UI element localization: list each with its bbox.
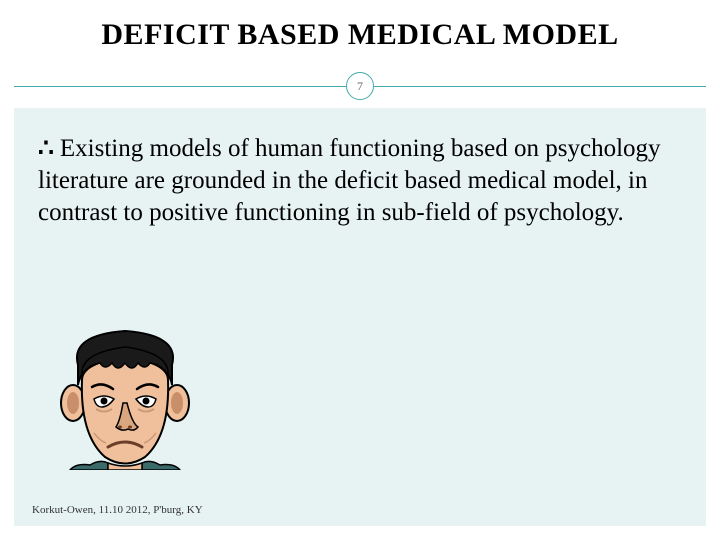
bullet-marker-icon: ∴ — [38, 132, 54, 164]
slide: DEFICIT BASED MEDICAL MODEL 7 ∴Existing … — [0, 0, 720, 540]
bullet-paragraph: ∴Existing models of human functioning ba… — [38, 132, 682, 229]
page-number-badge: 7 — [346, 72, 374, 100]
sad-face-illustration — [50, 325, 200, 470]
slide-footer: Korkut-Owen, 11.10 2012, P'burg, KY — [32, 504, 203, 516]
page-number: 7 — [357, 79, 363, 94]
bullet-text: Existing models of human functioning bas… — [38, 135, 661, 226]
sad-face-icon — [50, 325, 200, 470]
slide-title: DEFICIT BASED MEDICAL MODEL — [0, 18, 720, 52]
content-panel: ∴Existing models of human functioning ba… — [14, 108, 706, 526]
